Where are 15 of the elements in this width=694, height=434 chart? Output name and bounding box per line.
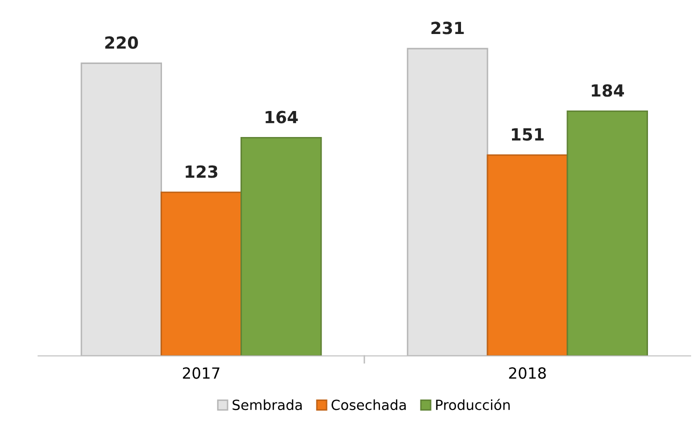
bar	[240, 137, 322, 356]
legend-label: Sembrada	[232, 399, 302, 410]
legend-label: Cosechada	[332, 399, 406, 410]
data-label: 164	[266, 110, 298, 124]
data-label: 184	[592, 84, 624, 97]
x-tick-label: 2017	[182, 367, 220, 379]
legend-label: Producción	[436, 398, 510, 410]
bar	[160, 192, 242, 356]
data-label: 123	[186, 165, 218, 178]
data-label: 231	[431, 22, 464, 34]
data-label: 151	[512, 128, 544, 141]
bar	[566, 110, 648, 356]
data-label: 220	[105, 36, 138, 49]
bar	[486, 154, 568, 356]
x-tick-label: 2018	[509, 367, 546, 379]
